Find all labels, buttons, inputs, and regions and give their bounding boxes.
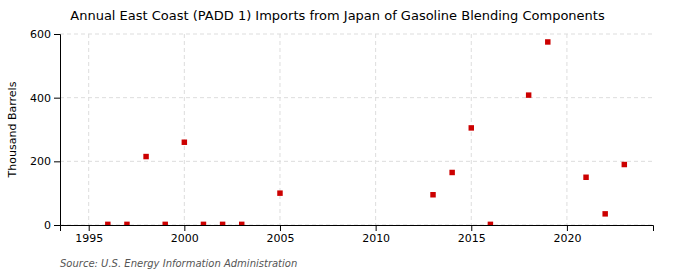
tick-label: 2020 <box>553 232 581 245</box>
tick: 2005 <box>266 225 294 245</box>
tick-mark <box>54 98 60 99</box>
point <box>201 222 206 225</box>
grid-line <box>88 34 89 225</box>
axis-line <box>61 226 654 232</box>
point <box>602 211 607 216</box>
y-axis-label: Thousand Barrels <box>6 81 19 178</box>
tick: 2010 <box>362 225 390 245</box>
point <box>526 92 531 97</box>
point <box>105 222 110 225</box>
point <box>449 170 454 175</box>
tick: 2000 <box>171 225 199 245</box>
grid-line <box>184 34 185 225</box>
point <box>277 190 282 195</box>
grid-line <box>279 34 280 225</box>
tick-label: 600 <box>30 28 51 41</box>
grid-line <box>375 34 376 225</box>
chart-container: 1995 2000 2005 2010 2015 2020 0 200 400 600 Annual… <box>0 0 675 275</box>
tick: 400 <box>30 92 60 105</box>
tick-label: 2015 <box>458 232 486 245</box>
tick-label: 2005 <box>266 232 294 245</box>
point <box>469 125 474 130</box>
tick-mark <box>89 225 90 231</box>
plot-area: 1995 2000 2005 2010 2015 2020 0 200 400 600 <box>30 28 654 245</box>
tick: 600 <box>30 28 60 41</box>
grid-line <box>60 161 653 162</box>
point <box>545 39 550 44</box>
axis-line <box>54 35 61 226</box>
points <box>105 39 627 225</box>
point <box>162 222 167 225</box>
point <box>583 175 588 180</box>
grid-line <box>60 97 653 98</box>
point <box>622 162 627 167</box>
title: Annual East Coast (PADD 1) Imports from … <box>70 8 605 23</box>
tick-mark <box>54 161 60 162</box>
tick-mark <box>471 225 472 231</box>
point <box>239 222 244 225</box>
tick-label: 2000 <box>171 232 199 245</box>
point <box>182 139 187 144</box>
x-axis: 1995 2000 2005 2010 2015 2020 <box>61 225 654 245</box>
tick-label: 0 <box>44 219 51 232</box>
point <box>220 222 225 225</box>
source-note: Source: U.S. Energy Information Administ… <box>60 258 297 269</box>
tick: 200 <box>30 155 60 168</box>
point <box>124 222 129 225</box>
tick: 2020 <box>553 225 581 245</box>
tick-mark <box>54 225 60 226</box>
point <box>430 192 435 197</box>
tick: 1995 <box>75 225 103 245</box>
y-axis: 0 200 400 600 <box>30 28 61 232</box>
chart-svg: 1995 2000 2005 2010 2015 2020 0 200 400 600 Annual… <box>0 0 675 275</box>
grid-line <box>566 34 567 225</box>
grid-line <box>60 34 653 35</box>
tick-mark <box>567 225 568 231</box>
tick: 0 <box>44 219 60 232</box>
grid <box>60 34 653 225</box>
point <box>143 154 148 159</box>
tick-mark <box>376 225 377 231</box>
tick-label: 2010 <box>362 232 390 245</box>
tick-mark <box>184 225 185 231</box>
tick-label: 1995 <box>75 232 103 245</box>
tick: 2015 <box>458 225 486 245</box>
tick-mark <box>280 225 281 231</box>
point <box>488 222 493 225</box>
tick-label: 400 <box>30 92 51 105</box>
tick-mark <box>54 34 60 35</box>
tick-label: 200 <box>30 155 51 168</box>
